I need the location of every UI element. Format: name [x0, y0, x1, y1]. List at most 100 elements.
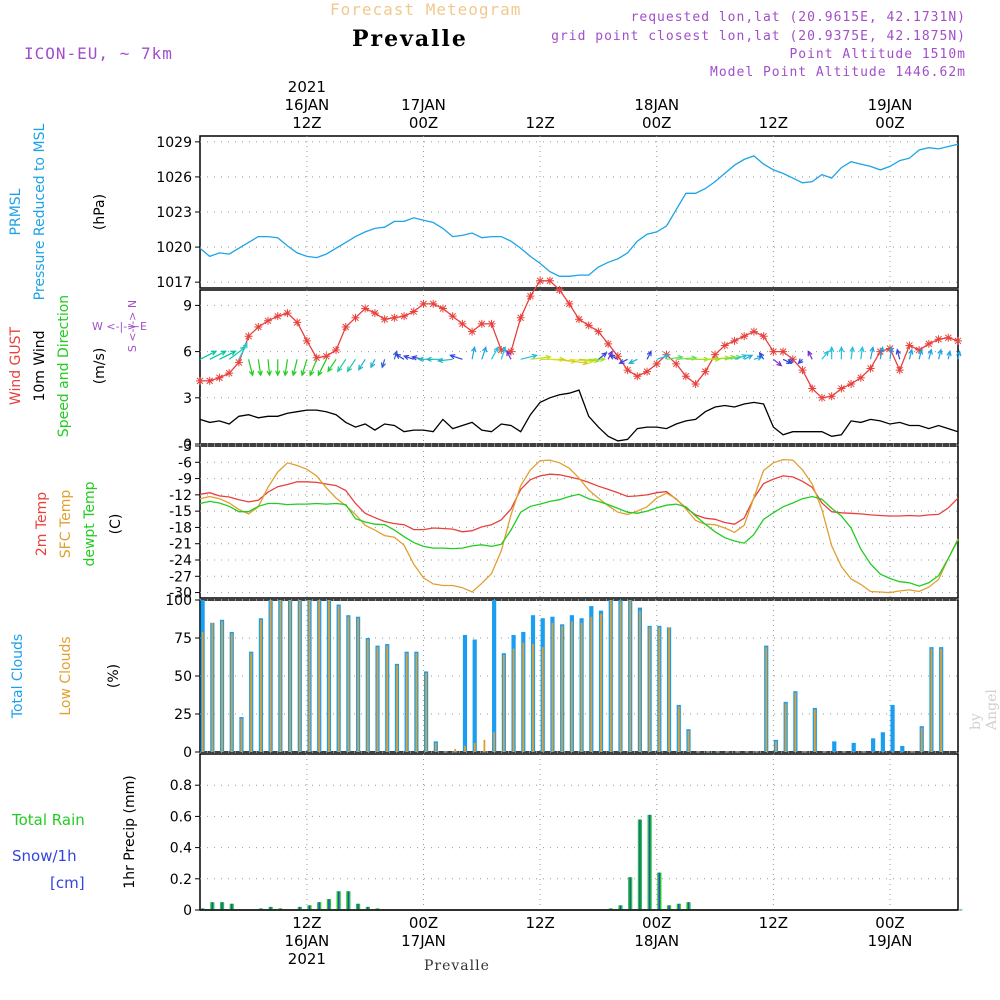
bar-clouds-low	[648, 627, 651, 752]
wind-arrow	[209, 350, 227, 360]
y-tick-label: -21	[169, 537, 192, 553]
wind-arrow	[358, 358, 366, 371]
y-tick-label: -15	[169, 504, 192, 520]
bar-clouds-low	[454, 748, 457, 752]
bar-precip-snow	[658, 872, 661, 910]
bar-clouds-low	[551, 622, 554, 752]
gust-marker	[536, 276, 545, 285]
model-point-altitude: Model Point Altitude 1446.62m	[710, 65, 966, 80]
panel-label: SFC Temp	[58, 490, 74, 559]
bar-precip-snow	[201, 908, 204, 910]
bar-clouds-low	[570, 621, 573, 752]
wind-arrow	[859, 345, 865, 360]
gust-marker	[526, 292, 535, 301]
panel-label: dewpt Temp	[82, 481, 98, 566]
y-tick-label: -9	[178, 472, 192, 488]
bar-precip-snow	[367, 906, 369, 910]
bar-precip-snow	[687, 902, 690, 910]
bar-clouds-low	[464, 745, 466, 752]
bar-clouds-low	[677, 706, 680, 752]
wind-arrow	[937, 348, 943, 360]
top-tick-label: 00Z	[409, 114, 438, 132]
y-tick-label: 0	[183, 437, 192, 453]
gust-marker	[623, 366, 632, 375]
gust-marker	[885, 344, 894, 353]
gust-marker	[837, 384, 846, 393]
bar-clouds-low	[833, 751, 836, 753]
bar-precip-snow	[629, 877, 631, 910]
wind-arrow	[436, 357, 453, 364]
gust-marker	[273, 312, 282, 321]
wind-arrow	[219, 350, 237, 360]
bar-clouds-low	[736, 751, 738, 753]
y-tick-label: 1017	[156, 275, 192, 291]
bar-clouds-low	[658, 627, 661, 752]
wind-arrow	[758, 351, 765, 360]
gust-marker	[283, 309, 292, 318]
gust-marker	[390, 313, 399, 322]
bar-clouds-low	[609, 600, 612, 752]
gust-marker	[808, 384, 817, 393]
gust-marker	[400, 312, 409, 321]
gust-marker	[264, 316, 273, 325]
bottom-tick-label: 00Z	[409, 914, 438, 932]
wind-arrow	[327, 358, 337, 373]
panel-label: Total Clouds	[10, 634, 26, 719]
bar-clouds-total	[851, 742, 856, 752]
bar-clouds-low	[269, 600, 272, 752]
wind-arrow	[449, 354, 463, 360]
gust-marker	[477, 319, 486, 328]
wind-arrow	[946, 349, 952, 360]
wind-arrow	[506, 350, 512, 360]
gust-marker	[302, 336, 311, 345]
bar-clouds-low	[813, 709, 816, 752]
wind-arrow	[879, 345, 885, 360]
gust-marker	[847, 379, 856, 388]
bar-clouds-low	[765, 647, 768, 752]
y-tick-label: 0.6	[170, 809, 192, 825]
wind-arrow	[402, 354, 414, 361]
bar-clouds-low	[221, 621, 223, 752]
bar-clouds-low	[843, 751, 845, 753]
precip-axis-label: 1hr Precip (mm)	[122, 775, 138, 888]
bar-clouds-low	[697, 751, 700, 753]
bar-precip-snow	[279, 908, 282, 910]
wind-arrow	[888, 345, 894, 360]
location-title: Prevalle	[352, 26, 468, 52]
gust-marker	[351, 313, 360, 322]
bar-clouds-total	[871, 738, 876, 752]
bar-precip-snow	[337, 891, 340, 910]
bar-clouds-total	[472, 639, 477, 752]
wind-arrow	[917, 348, 924, 360]
wind-arrow	[491, 346, 499, 360]
wind-arrow	[380, 359, 387, 369]
bar-clouds-low	[794, 692, 797, 752]
gust-marker	[740, 332, 749, 341]
gust-marker	[429, 299, 438, 308]
gust-marker	[497, 346, 506, 355]
y-tick-label: -6	[178, 455, 192, 471]
legend-snow-unit: [cm]	[50, 874, 85, 892]
bar-clouds-low	[260, 619, 262, 752]
wind-arrow	[734, 354, 748, 360]
bar-clouds-low	[707, 751, 709, 753]
top-tick-label: 17JAN	[401, 96, 446, 114]
bottom-tick-label: 12Z	[525, 914, 554, 932]
bar-precip-snow	[328, 899, 330, 910]
gust-marker	[380, 315, 389, 324]
gust-marker	[817, 393, 826, 402]
y-tick-label: 0.4	[170, 841, 192, 857]
wind-arrow	[869, 345, 875, 360]
wind-arrow	[743, 354, 754, 360]
bar-clouds-low	[366, 639, 369, 752]
gust-marker	[293, 318, 302, 327]
gust-marker	[701, 367, 710, 376]
bar-clouds-total	[880, 732, 885, 752]
wind-arrow	[628, 358, 638, 364]
bar-clouds-low	[823, 751, 826, 753]
bar-clouds-low	[911, 751, 913, 753]
gust-marker	[934, 335, 943, 344]
gust-marker	[915, 346, 924, 355]
bar-clouds-low	[386, 645, 389, 752]
